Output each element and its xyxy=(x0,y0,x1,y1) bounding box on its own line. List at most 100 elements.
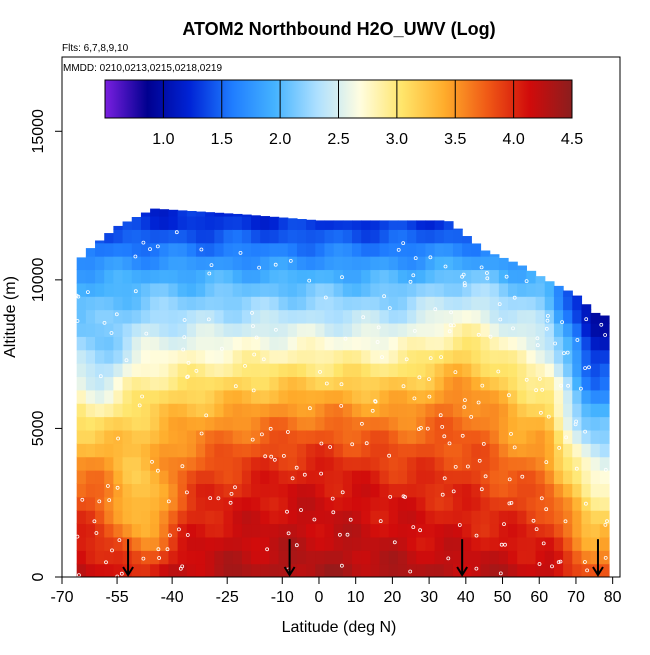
heatmap-cell xyxy=(104,470,114,484)
heatmap-cell xyxy=(443,456,454,471)
observation-marker xyxy=(537,376,542,381)
heatmap-cell xyxy=(214,322,225,337)
heatmap-cell xyxy=(241,510,252,525)
heatmap-cell xyxy=(177,443,188,458)
heatmap-cell xyxy=(526,510,537,525)
heatmap-cell xyxy=(471,403,482,418)
heatmap-cell xyxy=(260,363,271,378)
heatmap-cell xyxy=(443,296,454,311)
heatmap-cell xyxy=(572,322,583,337)
heatmap-cell xyxy=(159,322,170,337)
heatmap-cell xyxy=(407,456,417,471)
heatmap-cell xyxy=(232,309,243,324)
heatmap-cell xyxy=(223,510,234,525)
heatmap-cell xyxy=(480,389,491,404)
heatmap-cell xyxy=(489,349,500,364)
heatmap-cell xyxy=(241,403,252,418)
heatmap-cell xyxy=(251,550,261,565)
heatmap-cell xyxy=(388,403,399,418)
heatmap-cell xyxy=(471,496,482,511)
heatmap-cell xyxy=(278,389,289,404)
heatmap-cell xyxy=(104,456,114,471)
heatmap-cell xyxy=(489,403,500,418)
heatmap-cell xyxy=(517,389,527,404)
heatmap-cell xyxy=(544,282,555,297)
heatmap-cell xyxy=(416,443,427,458)
heatmap-cell xyxy=(150,429,160,444)
heatmap-cell xyxy=(296,219,307,230)
observation-marker xyxy=(180,464,185,469)
heatmap-cell xyxy=(131,550,142,565)
heatmap-cell xyxy=(315,403,326,418)
heatmap-cell xyxy=(76,496,87,511)
heatmap-cell xyxy=(232,456,243,471)
heatmap-cell xyxy=(434,309,445,324)
heatmap-cell xyxy=(76,257,87,271)
heatmap-cell xyxy=(232,483,243,498)
heatmap-cell xyxy=(352,536,362,551)
heatmap-cell xyxy=(563,290,573,297)
heatmap-cell xyxy=(397,496,408,511)
heatmap-cell xyxy=(195,242,206,257)
colorbar-tick-label: 4.0 xyxy=(503,131,525,148)
heatmap-cell xyxy=(251,389,261,404)
observation-marker xyxy=(76,294,81,299)
heatmap-cell xyxy=(113,256,124,271)
observation-marker xyxy=(137,403,142,408)
heatmap-cell xyxy=(269,282,280,297)
heatmap-cell xyxy=(113,309,124,324)
heatmap-cell xyxy=(498,496,509,511)
heatmap-cell xyxy=(489,416,500,431)
heatmap-cell xyxy=(315,470,326,484)
heatmap-cell xyxy=(388,376,399,391)
colorbar-tick-label: 1.5 xyxy=(211,131,233,148)
heatmap-cell xyxy=(590,322,601,337)
heatmap-cell xyxy=(278,536,289,551)
heatmap-cell xyxy=(471,429,482,444)
heatmap-cell xyxy=(260,403,271,418)
heatmap-cell xyxy=(150,208,160,217)
heatmap-cell xyxy=(186,376,197,391)
heatmap-cell xyxy=(471,256,482,271)
heatmap-cell xyxy=(195,443,206,458)
heatmap-cell xyxy=(159,443,170,458)
heatmap-cell xyxy=(572,550,583,565)
heatmap-cell xyxy=(572,483,583,498)
heatmap-cell xyxy=(223,269,234,284)
observation-marker xyxy=(106,484,110,488)
heatmap-cell xyxy=(535,536,546,551)
heatmap-cell xyxy=(140,269,151,284)
observation-marker xyxy=(506,393,511,398)
heatmap-cell xyxy=(223,416,234,431)
x-tick-label: -55 xyxy=(106,589,129,606)
heatmap-cell xyxy=(104,403,114,418)
heatmap-cell xyxy=(251,296,261,311)
heatmap-cell xyxy=(168,470,179,484)
observation-marker xyxy=(387,306,392,311)
heatmap-cell xyxy=(517,523,527,538)
heatmap-cell xyxy=(223,242,234,257)
heatmap-cell xyxy=(205,229,215,244)
observation-marker xyxy=(587,365,591,370)
heatmap-cell xyxy=(434,296,445,311)
heatmap-cell xyxy=(517,336,527,351)
observation-marker xyxy=(350,442,355,447)
heatmap-cell xyxy=(296,550,307,565)
heatmap-cell xyxy=(131,416,142,431)
heatmap-cell xyxy=(517,470,527,484)
heatmap-cell xyxy=(159,209,170,217)
heatmap-cell xyxy=(407,256,417,271)
heatmap-cell xyxy=(462,470,472,484)
heatmap-cell xyxy=(416,322,427,337)
observation-marker xyxy=(462,398,467,403)
heatmap-cell xyxy=(333,282,344,297)
observation-marker xyxy=(416,427,421,432)
heatmap-cell xyxy=(205,429,215,444)
heatmap-cell xyxy=(379,389,390,404)
heatmap-cell xyxy=(599,315,610,324)
heatmap-cell xyxy=(581,403,592,418)
heatmap-cell xyxy=(572,523,583,538)
heatmap-cell xyxy=(370,496,381,511)
heatmap-cell xyxy=(85,470,96,484)
heatmap-cell xyxy=(517,429,527,444)
